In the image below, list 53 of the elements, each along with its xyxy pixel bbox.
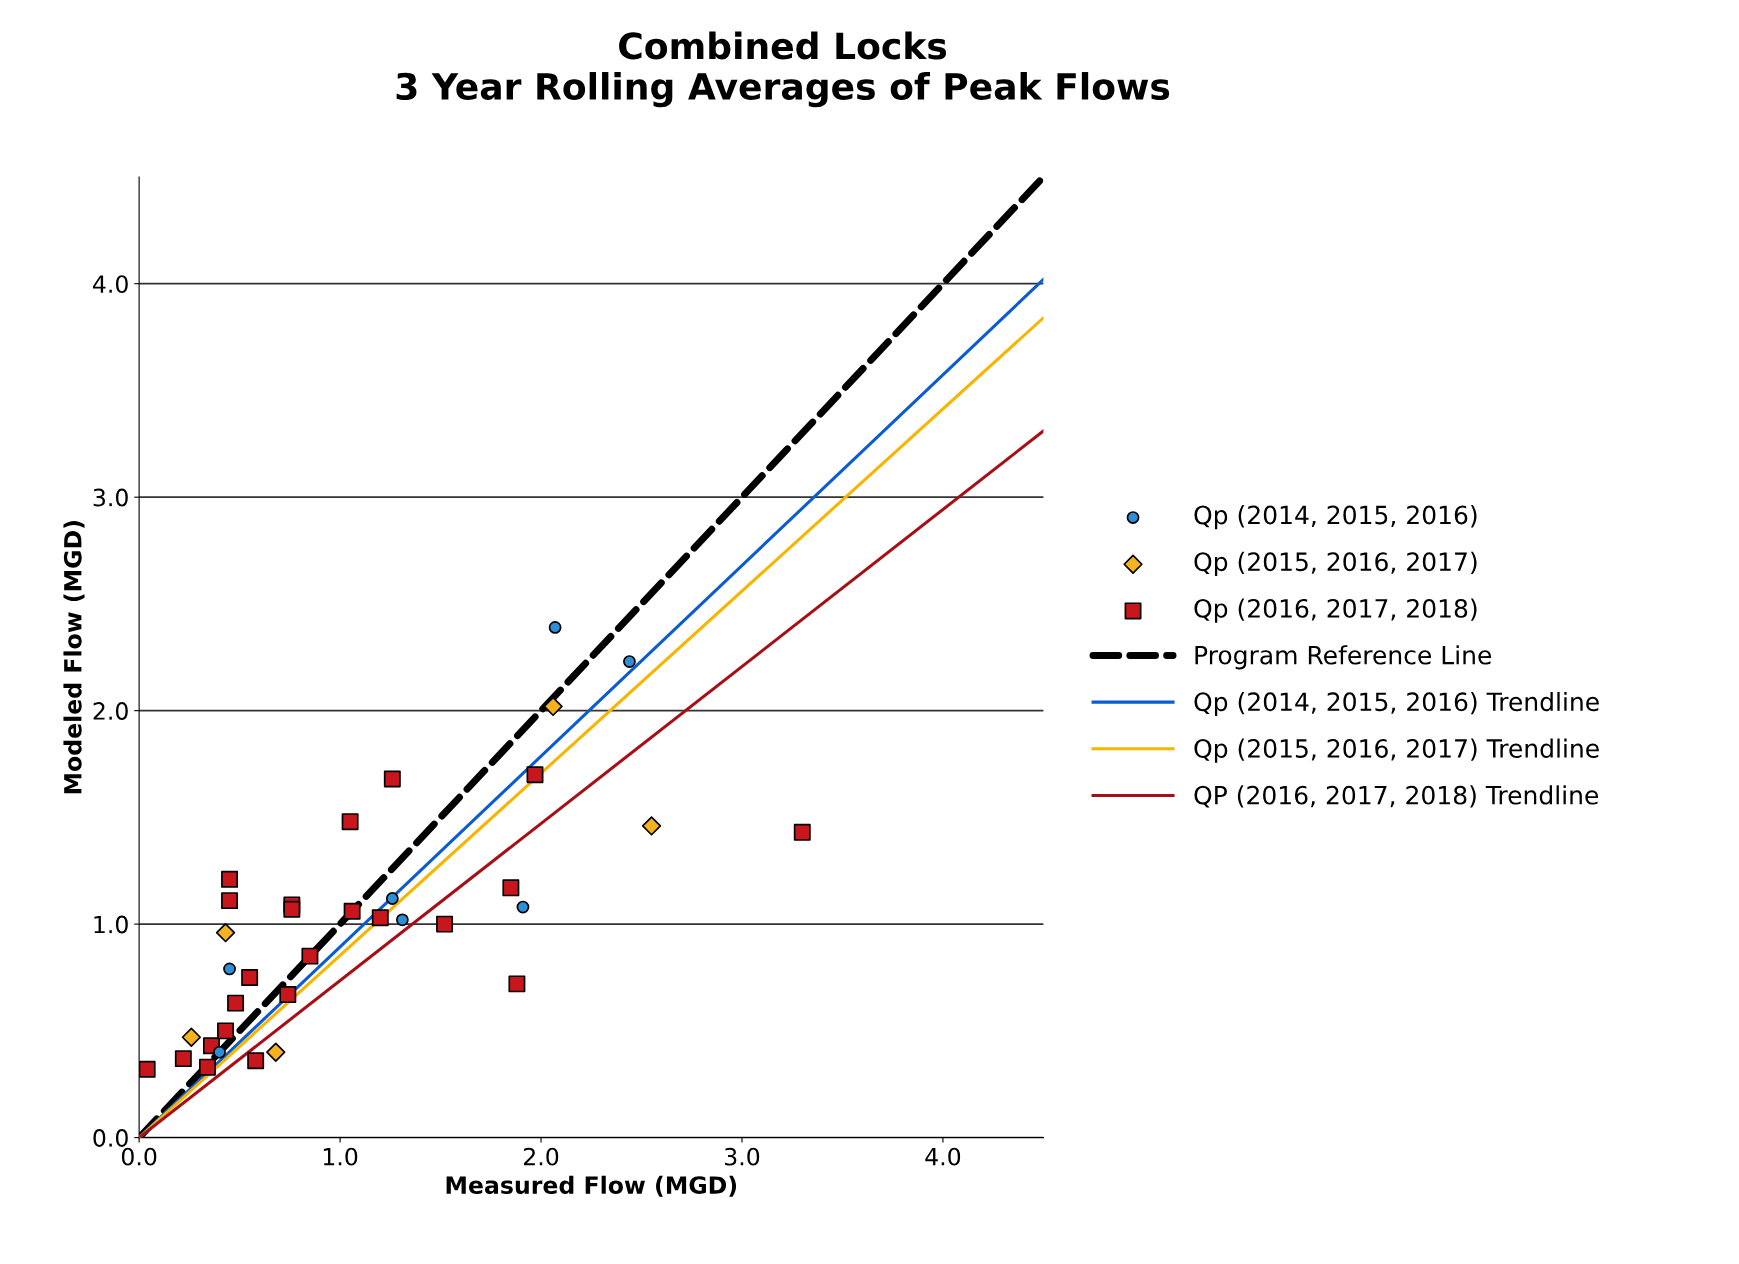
point: [279, 986, 297, 1004]
y-tick-label: 2.0: [93, 702, 128, 720]
point: [223, 962, 236, 976]
chart-title: Combined Locks 3 Year Rolling Averages of Peak Flows: [396, 31, 1170, 108]
legend-label: Qp (2016, 2017, 2018): [1194, 598, 1477, 623]
point: [383, 770, 401, 788]
point: [181, 1027, 202, 1047]
point: [221, 892, 239, 910]
legend-label: Qp (2015, 2016, 2017): [1194, 551, 1477, 576]
y-axis-title: Modeled Flow (MGD): [63, 521, 85, 794]
point: [266, 1042, 286, 1062]
point: [623, 655, 636, 668]
point: [139, 1060, 156, 1078]
legend-label: QP (2016, 2017, 2018) Trendline: [1194, 785, 1599, 808]
point: [508, 975, 526, 993]
point: [543, 696, 563, 717]
x-tick-label: 2.0: [523, 1147, 559, 1166]
point: [283, 900, 301, 918]
point: [343, 902, 361, 920]
point: [341, 813, 359, 831]
point: [198, 1058, 216, 1076]
x-axis-title: Measured Flow (MGD): [446, 1175, 737, 1197]
point: [641, 816, 662, 836]
point: [247, 1052, 265, 1070]
point: [215, 922, 236, 943]
point: [213, 1045, 226, 1059]
x-tick-label: 1.0: [323, 1147, 358, 1166]
y-tick-label: 4.0: [93, 275, 128, 293]
point: [385, 892, 399, 905]
legend-label: Qp (2015, 2016, 2017) Trendline: [1194, 738, 1599, 763]
point: [436, 915, 454, 933]
x-tick-label: 4.0: [925, 1147, 961, 1166]
x-tick-label: 0.0: [121, 1147, 157, 1166]
y-tick-label: 3.0: [93, 488, 128, 507]
point: [227, 994, 245, 1012]
point: [371, 909, 389, 927]
point: [502, 879, 520, 897]
y-tick-label: 0.0: [93, 1129, 128, 1147]
y-tick-label: 1.0: [94, 915, 128, 934]
legend-label: Qp (2014, 2015, 2016): [1194, 505, 1477, 530]
point: [221, 870, 239, 888]
x-tick-label: 3.0: [725, 1147, 760, 1166]
point: [516, 900, 530, 914]
point: [217, 1022, 235, 1040]
point: [241, 969, 259, 986]
legend-label: Qp (2014, 2015, 2016) Trendline: [1194, 691, 1599, 717]
point: [548, 621, 562, 634]
point: [395, 913, 409, 927]
legend-label: Program Reference Line: [1195, 645, 1492, 670]
point: [526, 766, 544, 784]
point: [301, 947, 319, 965]
point: [174, 1050, 192, 1068]
point: [793, 823, 811, 841]
